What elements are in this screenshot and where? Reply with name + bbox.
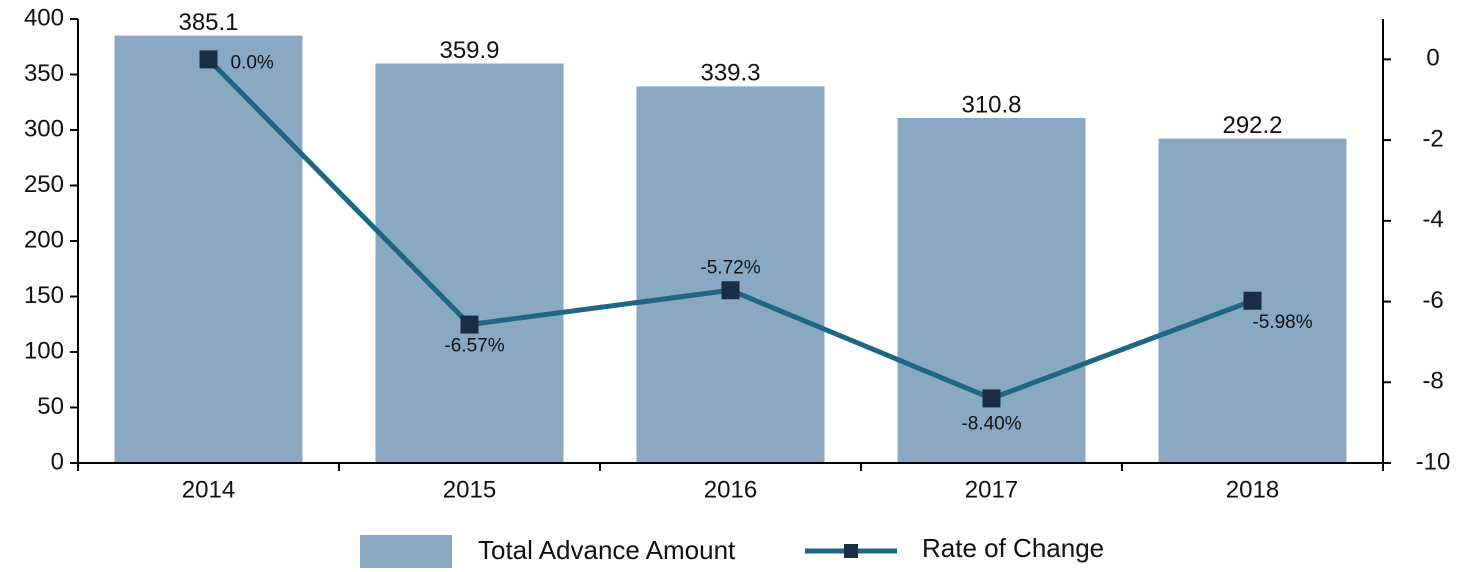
x-tick-label: 2016 [704,476,757,503]
bar-value-label: 339.3 [700,60,760,87]
y2-tick-label: -8 [1422,368,1443,395]
bar-value-label: 359.9 [439,37,499,64]
x-tick-label: 2015 [443,476,496,503]
legend-marker [844,544,858,558]
legend-label: Rate of Change [922,533,1104,563]
rate-value-label: -6.57% [444,336,504,357]
rate-marker [982,389,1001,408]
bar [897,118,1086,464]
rate-value-label: -5.72% [700,257,760,278]
y-tick-label: 300 [24,115,64,142]
bar [636,86,825,463]
rate-value-label: -8.40% [961,413,1021,434]
y2-tick-label: -6 [1422,287,1443,314]
y-tick-label: 100 [24,337,64,364]
bar-value-label: 385.1 [178,9,238,36]
y2-tick-label: 0 [1426,45,1439,72]
y-tick-label: 200 [24,226,64,253]
y-tick-label: 50 [37,393,64,420]
bar-value-label: 310.8 [961,91,1021,118]
bar [375,63,564,464]
x-tick-label: 2018 [1226,476,1279,503]
y2-tick-label: -4 [1422,206,1443,233]
rate-marker [460,315,479,334]
rate-value-label: 0.0% [231,52,274,73]
y-tick-label: 250 [24,171,64,198]
y-tick-label: 350 [24,60,64,87]
y-tick-label: 0 [51,448,64,475]
bar-value-label: 292.2 [1222,112,1282,139]
rate-marker [1243,291,1262,310]
rate-marker [199,50,218,69]
legend-label: Total Advance Amount [478,535,736,565]
x-tick-label: 2014 [182,476,235,503]
y-tick-label: 400 [24,4,64,31]
bar [114,35,303,463]
y-tick-label: 150 [24,282,64,309]
rate-value-label: -5.98% [1252,312,1312,333]
y2-tick-label: -10 [1416,448,1451,475]
y2-tick-label: -2 [1422,125,1443,152]
legend-swatch [360,535,452,568]
x-tick-label: 2017 [965,476,1018,503]
rate-marker [721,281,740,300]
